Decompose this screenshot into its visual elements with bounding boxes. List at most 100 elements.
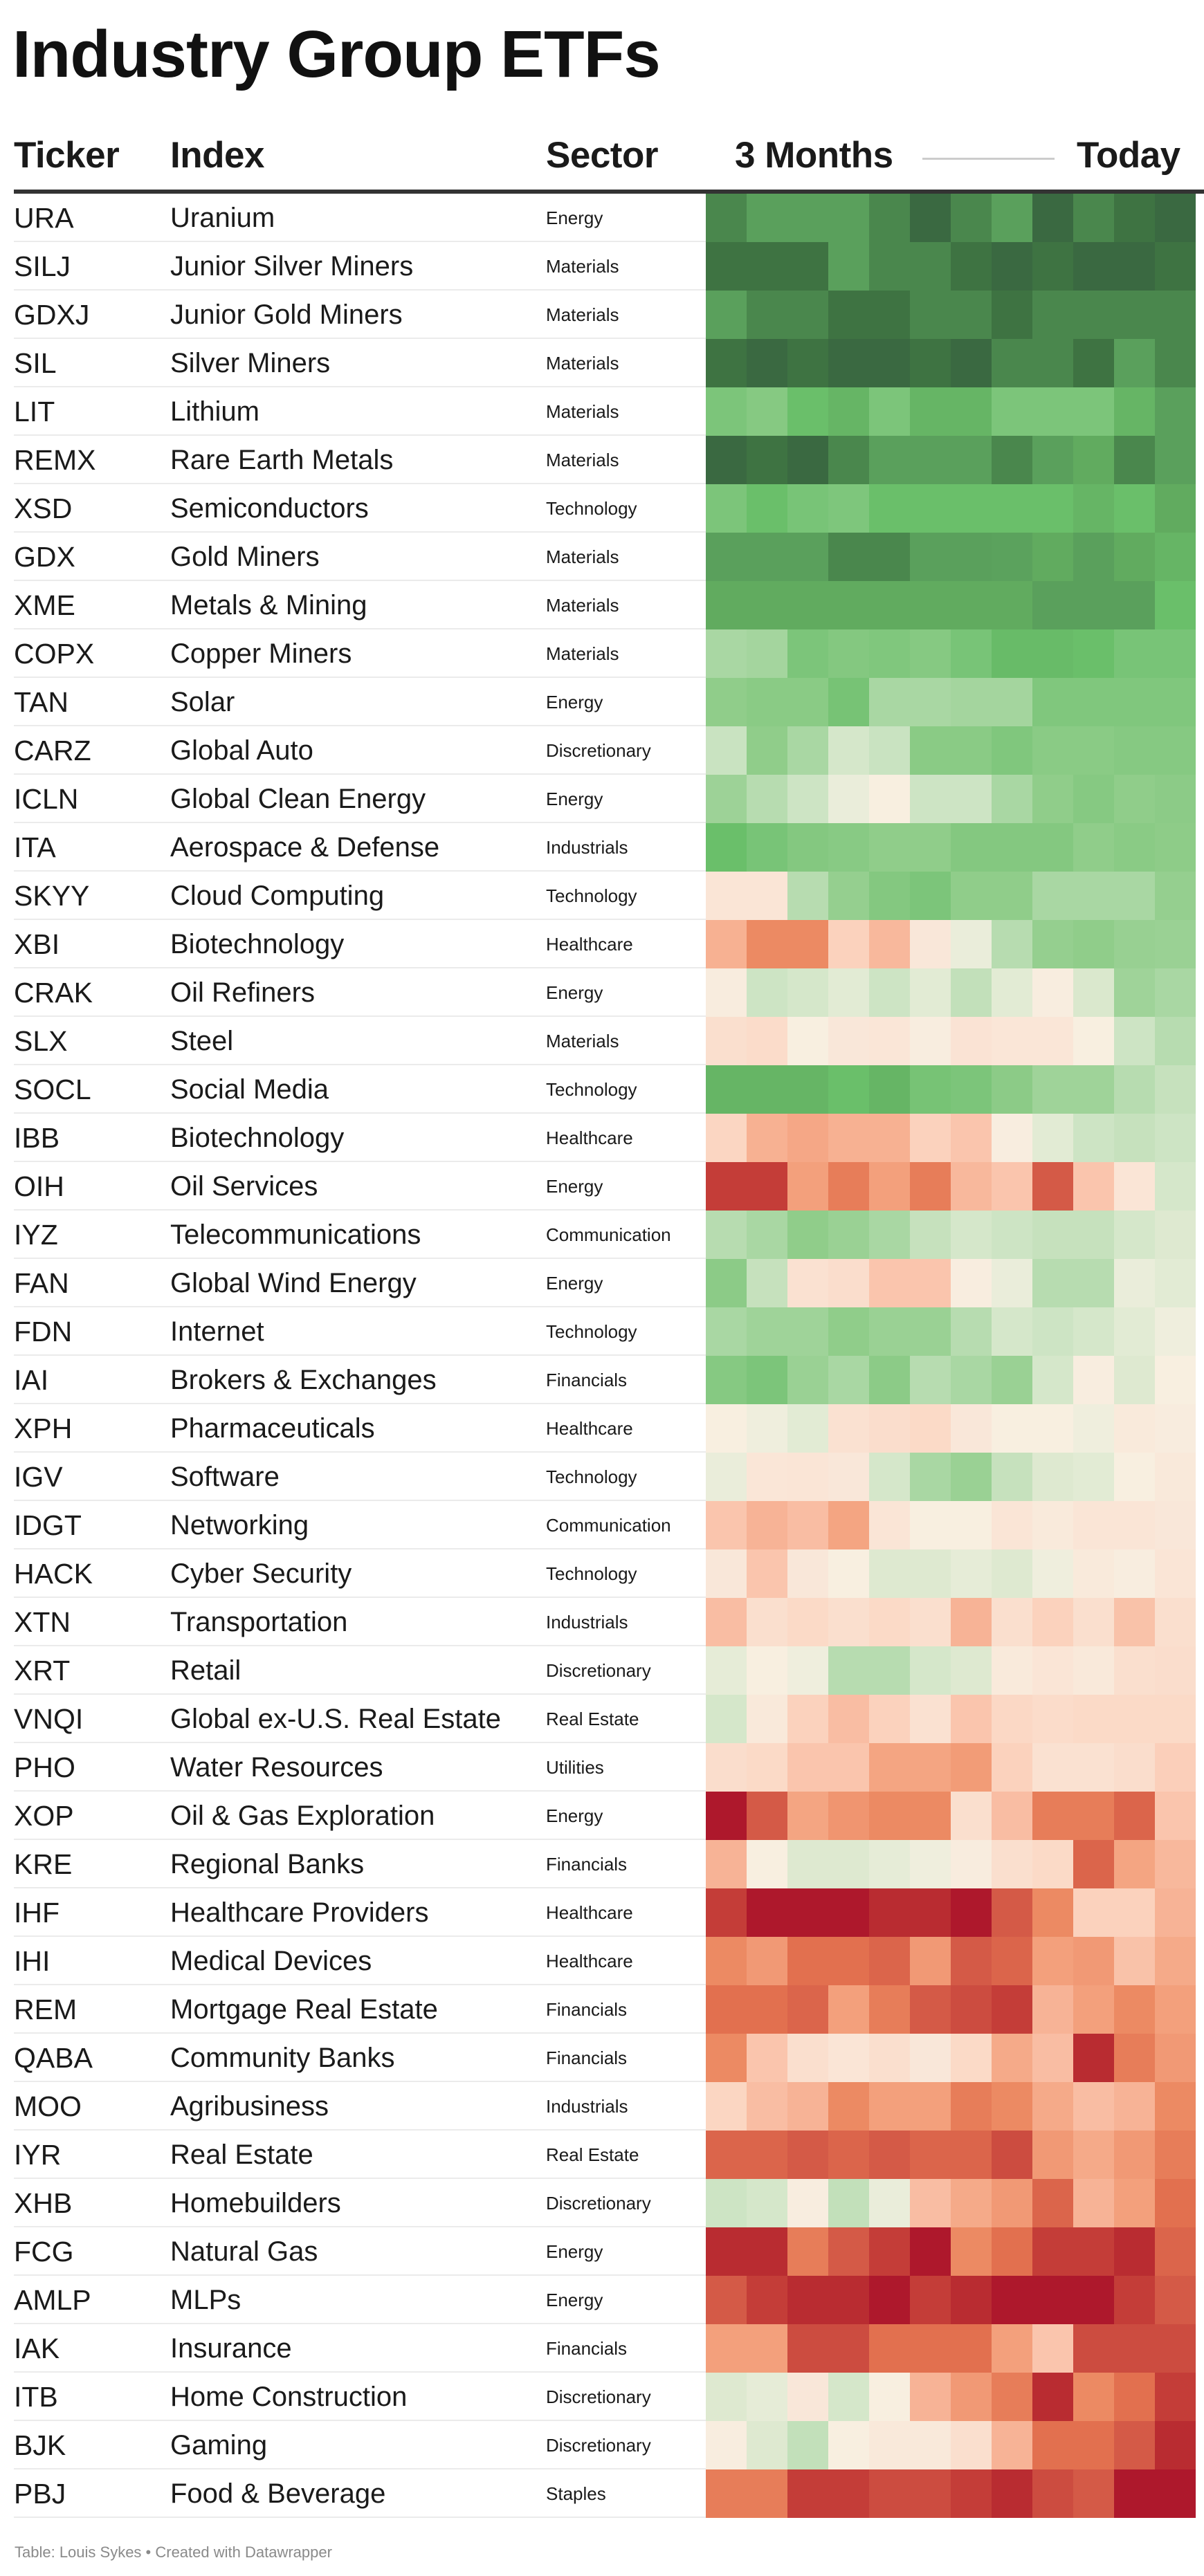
table-row: OIH Oil Services Energy (0, 1162, 1204, 1211)
sector-cell: Discretionary (546, 739, 651, 761)
heat-cell (869, 1211, 911, 1259)
heat-cell (1114, 2082, 1156, 2131)
heat-cell (1155, 2324, 1196, 2373)
table-row: IHF Healthcare Providers Healthcare (0, 1888, 1204, 1937)
heat-cell (910, 2179, 951, 2227)
row-divider (14, 1306, 706, 1307)
heat-cell (869, 2179, 911, 2227)
row-divider (14, 1015, 706, 1017)
heat-cell (1073, 678, 1115, 726)
heat-cell (1114, 1840, 1156, 1888)
ticker-cell: IAI (14, 1363, 49, 1396)
heat-cell (787, 2421, 829, 2469)
index-cell: Food & Beverage (170, 2478, 386, 2509)
heat-cell (828, 581, 870, 629)
row-divider (14, 1693, 706, 1695)
column-header-index[interactable]: Index (170, 135, 264, 176)
heat-cell (910, 387, 951, 436)
heat-cell (992, 1501, 1033, 1549)
table-row: FCG Natural Gas Energy (0, 2227, 1204, 2276)
heat-cell (1032, 2227, 1074, 2276)
table-row: XBI Biotechnology Healthcare (0, 920, 1204, 968)
heat-cell (787, 339, 829, 387)
index-cell: Steel (170, 1025, 234, 1056)
heat-cell (1114, 2324, 1156, 2373)
heat-cell (828, 823, 870, 872)
row-divider (14, 338, 706, 339)
index-cell: Global Clean Energy (170, 783, 426, 814)
heat-cell (910, 2373, 951, 2421)
sector-cell: Technology (546, 1078, 637, 1100)
table-row: SILJ Junior Silver Miners Materials (0, 242, 1204, 291)
heat-cell (1114, 1743, 1156, 1792)
heat-cell (1114, 1307, 1156, 1356)
heat-cell (787, 242, 829, 291)
heat-cell (828, 339, 870, 387)
heat-cell (706, 1792, 747, 1840)
heat-cell (910, 2276, 951, 2324)
sector-cell: Industrials (546, 836, 628, 858)
heat-cell (1155, 1549, 1196, 1598)
heat-cell (1114, 1985, 1156, 2034)
index-cell: Global Wind Energy (170, 1267, 417, 1298)
column-header-sector[interactable]: Sector (546, 135, 658, 176)
row-divider (14, 919, 706, 920)
heat-cell (706, 775, 747, 823)
heat-cell (1155, 1259, 1196, 1307)
row-divider (14, 2323, 706, 2324)
heat-cell (1155, 1888, 1196, 1937)
heat-cell (706, 242, 747, 291)
heat-cell (910, 920, 951, 968)
table-row: HACK Cyber Security Technology (0, 1549, 1204, 1598)
heat-cell (1155, 872, 1196, 920)
heat-cell (747, 1646, 788, 1695)
heat-cell (992, 872, 1033, 920)
heat-cell (1073, 1307, 1115, 1356)
heat-cell (992, 387, 1033, 436)
row-divider (14, 2517, 706, 2518)
table-row: TAN Solar Energy (0, 678, 1204, 726)
heat-cell (787, 1792, 829, 1840)
heat-cell (706, 823, 747, 872)
heat-cell (869, 2131, 911, 2179)
heat-cell (992, 2034, 1033, 2082)
heat-cell (747, 2179, 788, 2227)
table-row: XRT Retail Discretionary (0, 1646, 1204, 1695)
ticker-cell: COPX (14, 637, 95, 670)
heat-cell (951, 1743, 992, 1792)
ticker-cell: HACK (14, 1557, 93, 1590)
heat-cell (828, 1598, 870, 1646)
heat-cell (1032, 1162, 1074, 1211)
heat-cell (1073, 1114, 1115, 1162)
table-row: CARZ Global Auto Discretionary (0, 726, 1204, 775)
row-divider (14, 2468, 706, 2469)
heat-cell (1155, 1211, 1196, 1259)
index-cell: Junior Silver Miners (170, 250, 414, 282)
ticker-cell: XPH (14, 1412, 73, 1444)
heat-cell (1114, 726, 1156, 775)
heat-cell (1073, 1646, 1115, 1695)
heat-cell (992, 1307, 1033, 1356)
row-divider (14, 1839, 706, 1840)
sector-cell: Discretionary (546, 2434, 651, 2456)
heat-cell (1155, 2276, 1196, 2324)
index-cell: Telecommunications (170, 1219, 421, 1250)
sector-cell: Financials (546, 1853, 628, 1875)
heat-cell (1073, 1937, 1115, 1985)
heat-cell (1155, 2373, 1196, 2421)
ticker-cell: FCG (14, 2235, 74, 2267)
heat-cell (951, 484, 992, 533)
heat-cell (828, 1017, 870, 1065)
heat-cell (828, 1840, 870, 1888)
heat-cell (869, 1792, 911, 1840)
heat-cell (787, 2131, 829, 2179)
heat-cell (787, 1598, 829, 1646)
column-header-ticker[interactable]: Ticker (14, 135, 120, 176)
heat-cell (910, 1501, 951, 1549)
index-cell: Semiconductors (170, 493, 369, 524)
heat-cell (706, 678, 747, 726)
heat-cell (1155, 2469, 1196, 2518)
sector-cell: Discretionary (546, 2386, 651, 2407)
ticker-cell: FAN (14, 1267, 69, 1299)
heat-cell (910, 1598, 951, 1646)
